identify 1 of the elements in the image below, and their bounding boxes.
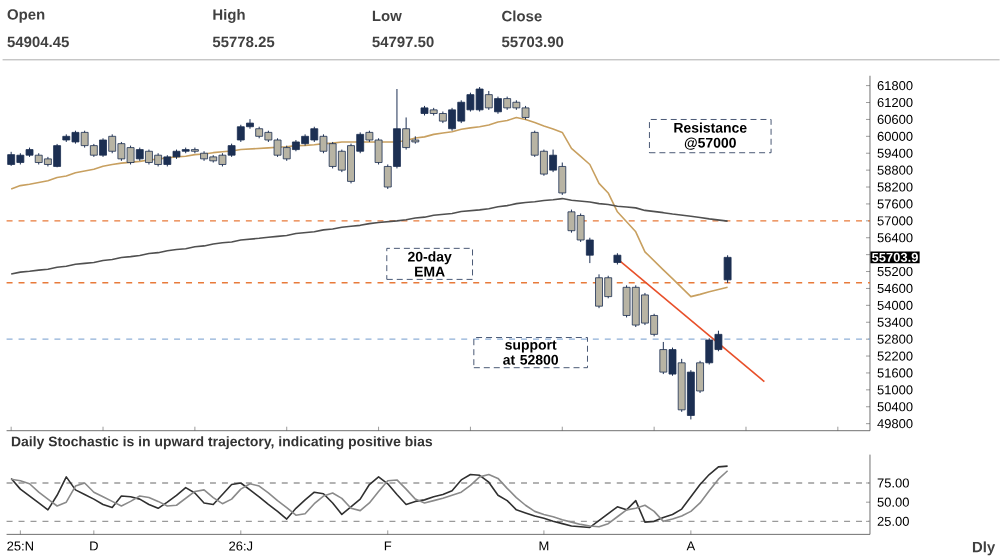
candlestick bbox=[723, 254, 732, 284]
